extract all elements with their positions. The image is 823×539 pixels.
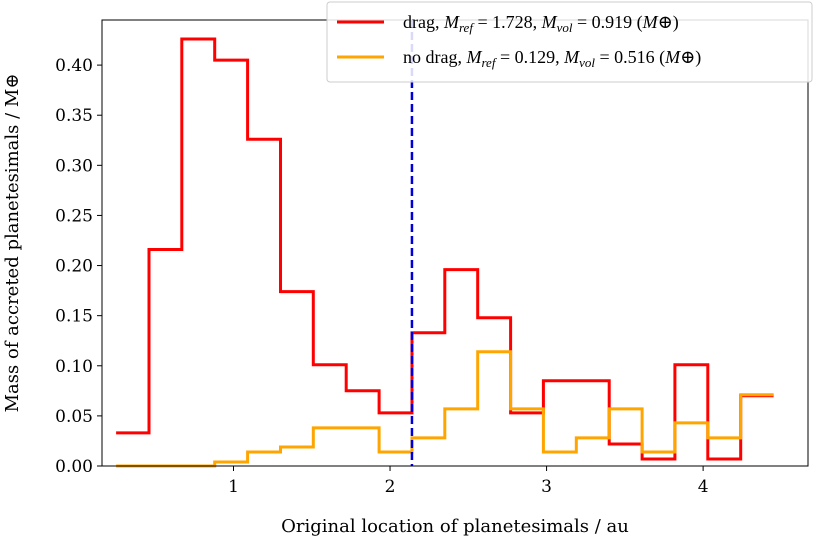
y-axis-label: Mass of accreted planetesimals / M⊕ — [2, 74, 23, 413]
x-tick-label: 1 — [228, 477, 239, 497]
x-tick-label: 4 — [698, 477, 709, 497]
axes-frame — [101, 19, 809, 467]
legend-label-drag: drag, Mref = 1.728, Mvol = 0.919 (M⊕) — [403, 12, 679, 35]
legend-box — [326, 1, 813, 83]
y-tick-label: 0.00 — [55, 457, 93, 477]
y-tick-label: 0.40 — [55, 56, 93, 76]
y-tick-label: 0.05 — [55, 407, 93, 427]
x-tick-label: 3 — [541, 477, 552, 497]
y-tick-label: 0.35 — [55, 106, 93, 126]
x-tick-label: 2 — [385, 477, 396, 497]
y-tick-label: 0.20 — [55, 257, 93, 277]
x-axis-label: Original location of planetesimals / au — [281, 516, 629, 537]
legend-label-no-drag: no drag, Mref = 0.129, Mvol = 0.516 (M⊕) — [403, 47, 701, 70]
y-tick-label: 0.25 — [55, 206, 93, 226]
y-tick-label: 0.15 — [55, 307, 93, 327]
tick-layer: 1 2 3 4 0.00 0.05 0.10 0.15 0.20 0.25 0.30 0.35 0.40 — [55, 56, 708, 497]
series-layer — [116, 37, 774, 468]
y-tick-label: 0.10 — [55, 357, 93, 377]
legend: drag, Mref = 1.728, Mvol = 0.919 (M⊕) no … — [326, 1, 813, 83]
series-line-no-drag — [116, 350, 774, 468]
y-tick-label: 0.30 — [55, 156, 93, 176]
series-line-drag — [116, 37, 774, 461]
